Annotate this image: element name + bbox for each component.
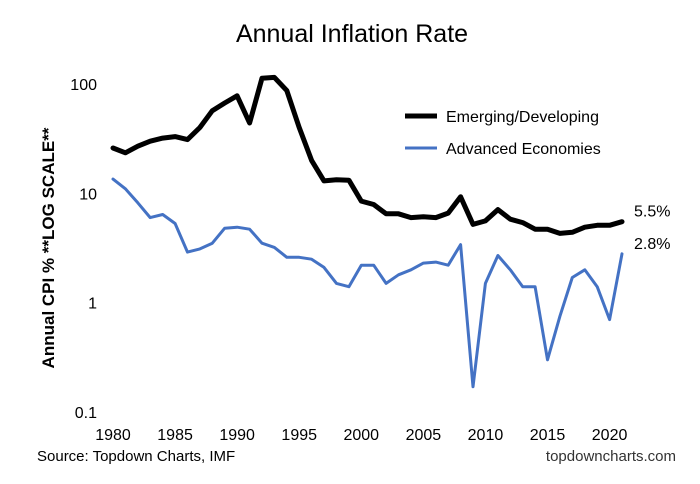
x-tick-label: 2005 bbox=[406, 427, 442, 444]
legend: Emerging/Developing Advanced Economies bbox=[405, 109, 601, 158]
y-tick-label: 10 bbox=[79, 186, 97, 203]
legend-label-advanced-economies: Advanced Economies bbox=[446, 141, 601, 158]
legend-label-emerging-developing: Emerging/Developing bbox=[446, 109, 599, 126]
x-tick-label: 1995 bbox=[281, 427, 317, 444]
x-tick-label: 2010 bbox=[468, 427, 504, 444]
source-note: Source: Topdown Charts, IMF bbox=[37, 448, 235, 465]
series-line-advanced-economies bbox=[111, 177, 624, 389]
x-axis-ticks: 1980 1985 1990 1995 2000 2005 2010 2015 2020 bbox=[95, 427, 627, 444]
x-tick-label: 2020 bbox=[592, 427, 628, 444]
x-tick-label: 1985 bbox=[157, 427, 193, 444]
series-line-emerging-developing bbox=[110, 74, 625, 236]
x-tick-label: 2015 bbox=[530, 427, 566, 444]
end-labels: 5.5% 2.8% bbox=[634, 204, 670, 253]
x-tick-label: 2000 bbox=[343, 427, 379, 444]
y-axis-label: Annual CPI % **LOG SCALE** bbox=[39, 127, 58, 368]
credit-text: topdowncharts.com bbox=[546, 448, 676, 465]
y-axis-ticks: 0.1 1 10 100 bbox=[70, 77, 97, 422]
y-tick-label: 1 bbox=[88, 296, 97, 313]
series-layer bbox=[110, 74, 625, 389]
chart-title: Annual Inflation Rate bbox=[236, 20, 468, 48]
y-tick-label: 0.1 bbox=[75, 405, 97, 422]
end-label-emerging-developing: 5.5% bbox=[634, 204, 670, 221]
x-tick-label: 1980 bbox=[95, 427, 131, 444]
x-tick-label: 1990 bbox=[219, 427, 255, 444]
y-tick-label: 100 bbox=[70, 77, 97, 94]
end-label-advanced-economies: 2.8% bbox=[634, 236, 670, 253]
